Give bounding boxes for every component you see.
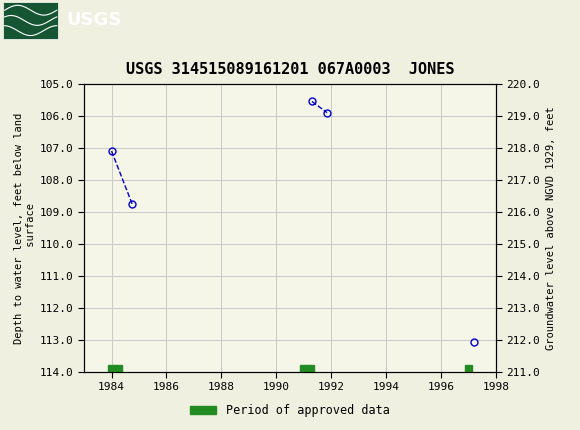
Bar: [465, 365, 472, 372]
Y-axis label: Depth to water level, feet below land
 surface: Depth to water level, feet below land su…: [14, 112, 36, 344]
Text: USGS: USGS: [67, 12, 122, 29]
Bar: [3, 2, 58, 39]
Bar: [108, 365, 122, 372]
Bar: [300, 365, 314, 372]
Y-axis label: Groundwater level above NGVD 1929, feet: Groundwater level above NGVD 1929, feet: [546, 106, 556, 350]
Legend: Period of approved data: Period of approved data: [186, 399, 394, 422]
Title: USGS 314515089161201 067A0003  JONES: USGS 314515089161201 067A0003 JONES: [126, 62, 454, 77]
